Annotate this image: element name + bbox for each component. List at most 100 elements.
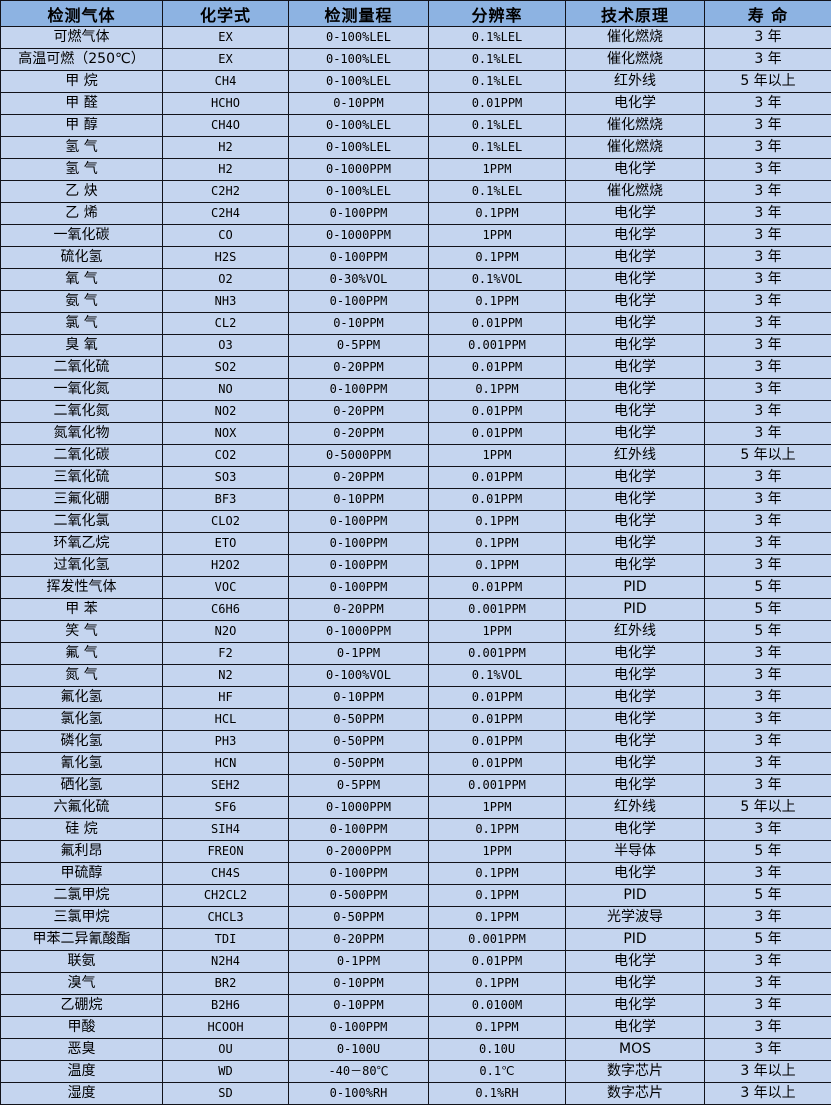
cell-formula: H2O2 [163, 555, 289, 577]
cell-principle: 电化学 [566, 731, 705, 753]
cell-gas: 溴气 [1, 973, 163, 995]
cell-range: 0-100PPM [289, 203, 429, 225]
cell-range: 0-50PPM [289, 709, 429, 731]
cell-principle: 电化学 [566, 225, 705, 247]
cell-principle: 电化学 [566, 819, 705, 841]
cell-life: 5 年 [705, 599, 831, 621]
cell-resolution: 0.001PPM [429, 599, 566, 621]
cell-formula: N2O [163, 621, 289, 643]
cell-principle: PID [566, 929, 705, 951]
cell-resolution: 1PPM [429, 445, 566, 467]
cell-range: 0-100PPM [289, 1017, 429, 1039]
cell-principle: 数字芯片 [566, 1083, 705, 1105]
cell-gas: 二氯甲烷 [1, 885, 163, 907]
cell-life: 3 年 [705, 819, 831, 841]
cell-resolution: 0.01PPM [429, 467, 566, 489]
cell-gas: 甲苯二异氰酸酯 [1, 929, 163, 951]
cell-life: 3 年以上 [705, 1061, 831, 1083]
cell-formula: EX [163, 27, 289, 49]
cell-range: 0-1000PPM [289, 225, 429, 247]
cell-life: 3 年 [705, 379, 831, 401]
cell-gas: 氢 气 [1, 159, 163, 181]
cell-resolution: 0.001PPM [429, 335, 566, 357]
cell-formula: BR2 [163, 973, 289, 995]
cell-resolution: 0.001PPM [429, 929, 566, 951]
cell-formula: NOX [163, 423, 289, 445]
cell-gas: 乙硼烷 [1, 995, 163, 1017]
cell-resolution: 1PPM [429, 621, 566, 643]
cell-principle: 半导体 [566, 841, 705, 863]
cell-range: 0-1000PPM [289, 621, 429, 643]
cell-resolution: 0.1%LEL [429, 71, 566, 93]
cell-gas: 甲酸 [1, 1017, 163, 1039]
cell-resolution: 0.1PPM [429, 973, 566, 995]
cell-life: 5 年 [705, 885, 831, 907]
cell-life: 3 年 [705, 709, 831, 731]
cell-formula: N2H4 [163, 951, 289, 973]
cell-principle: 电化学 [566, 643, 705, 665]
cell-gas: 甲 醇 [1, 115, 163, 137]
cell-principle: 电化学 [566, 533, 705, 555]
cell-formula: PH3 [163, 731, 289, 753]
cell-principle: 电化学 [566, 511, 705, 533]
cell-principle: 红外线 [566, 445, 705, 467]
cell-gas: 三氧化硫 [1, 467, 163, 489]
cell-range: 0-50PPM [289, 731, 429, 753]
cell-formula: SIH4 [163, 819, 289, 841]
cell-formula: O2 [163, 269, 289, 291]
cell-formula: HCOOH [163, 1017, 289, 1039]
cell-gas: 氟 气 [1, 643, 163, 665]
cell-principle: 电化学 [566, 203, 705, 225]
cell-resolution: 0.01PPM [429, 357, 566, 379]
cell-resolution: 0.001PPM [429, 643, 566, 665]
cell-formula: VOC [163, 577, 289, 599]
cell-range: 0-10PPM [289, 687, 429, 709]
cell-gas: 可燃气体 [1, 27, 163, 49]
cell-formula: NO2 [163, 401, 289, 423]
cell-gas: 挥发性气体 [1, 577, 163, 599]
cell-life: 5 年 [705, 621, 831, 643]
cell-resolution: 0.01PPM [429, 753, 566, 775]
cell-principle: 电化学 [566, 753, 705, 775]
cell-gas: 三氯甲烷 [1, 907, 163, 929]
cell-range: 0-100PPM [289, 247, 429, 269]
cell-gas: 氟利昂 [1, 841, 163, 863]
cell-formula: SO3 [163, 467, 289, 489]
cell-resolution: 0.1%LEL [429, 181, 566, 203]
cell-range: -40－80℃ [289, 1061, 429, 1083]
cell-life: 3 年 [705, 467, 831, 489]
cell-principle: 电化学 [566, 313, 705, 335]
cell-gas: 二氧化氯 [1, 511, 163, 533]
cell-range: 0-100PPM [289, 291, 429, 313]
cell-formula: SF6 [163, 797, 289, 819]
cell-life: 5 年以上 [705, 71, 831, 93]
cell-formula: ETO [163, 533, 289, 555]
cell-range: 0-100PPM [289, 577, 429, 599]
cell-range: 0-20PPM [289, 599, 429, 621]
cell-life: 3 年 [705, 291, 831, 313]
cell-formula: HCN [163, 753, 289, 775]
cell-life: 3 年 [705, 995, 831, 1017]
cell-resolution: 0.1%LEL [429, 115, 566, 137]
cell-resolution: 0.01PPM [429, 313, 566, 335]
cell-life: 3 年 [705, 49, 831, 71]
cell-gas: 硫化氢 [1, 247, 163, 269]
cell-resolution: 0.1%LEL [429, 27, 566, 49]
cell-resolution: 0.1PPM [429, 511, 566, 533]
cell-principle: 电化学 [566, 159, 705, 181]
